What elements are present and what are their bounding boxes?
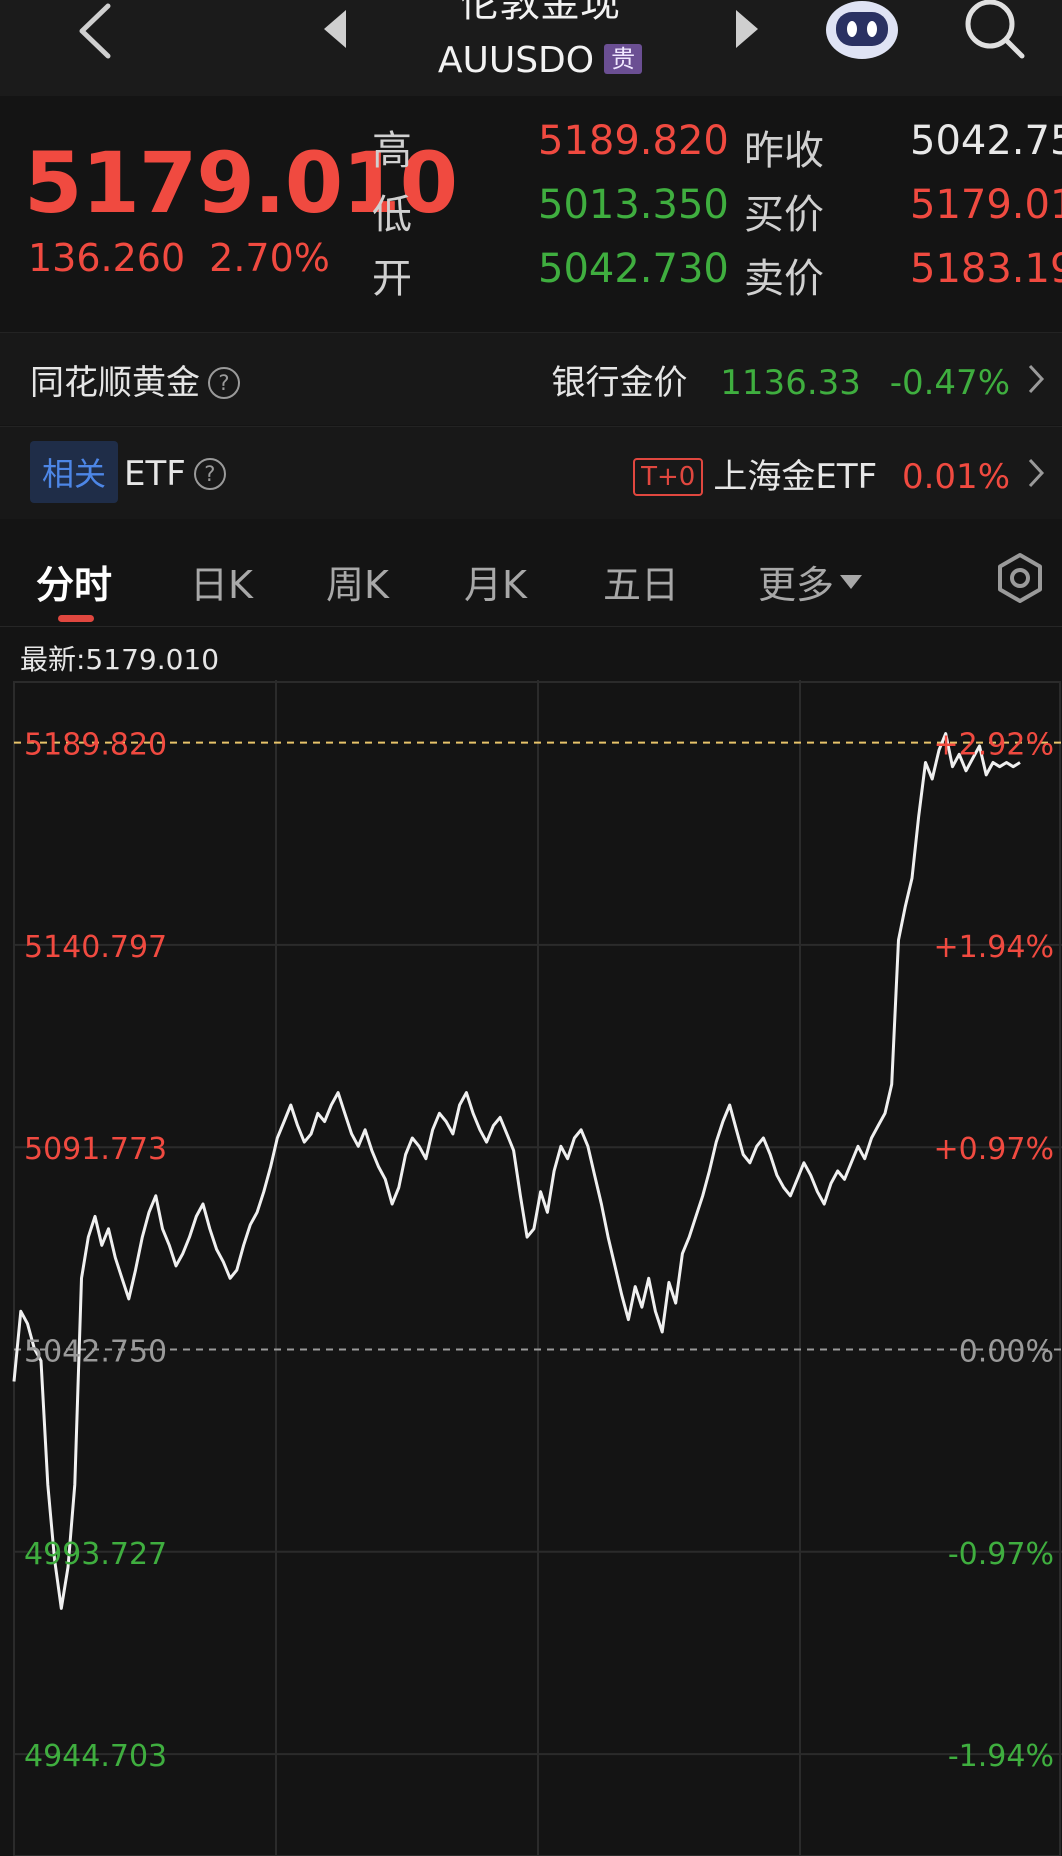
ask-value: 5183.190 xyxy=(910,246,1062,292)
tab-daily-k[interactable]: 日K xyxy=(190,563,253,607)
chart-axis-labels: 5189.820 +2.92% 5140.797 +1.94% 5091.773 +0.9… xyxy=(24,728,1054,1774)
etf-change: 0.01% xyxy=(901,457,1010,497)
ai-assistant-robot-icon[interactable] xyxy=(824,0,900,60)
etf-info-row[interactable]: 相关 ETF? T+0 上海金ETF 0.01% xyxy=(0,426,1062,519)
y-axis-price-label: 5042.750 xyxy=(24,1334,167,1369)
top-bar: 伦敦金现 AUUSDO 贵 xyxy=(0,0,1062,96)
tab-more-label: 更多 xyxy=(758,563,835,607)
active-tab-indicator xyxy=(58,615,94,622)
y-axis-percent-label: -1.94% xyxy=(948,1739,1054,1774)
tab-five-day[interactable]: 五日 xyxy=(603,563,680,607)
quote-row-open: 开 5042.730 卖价 5183.190 xyxy=(0,246,1062,310)
bank-gold-value: 1136.33 xyxy=(720,363,861,403)
y-axis-price-label: 5140.797 xyxy=(24,930,167,965)
chart-grid xyxy=(13,680,1062,1856)
bank-gold-group: 银行金价 1136.33 -0.47% xyxy=(551,355,1010,404)
last-price: 5179.010 xyxy=(24,134,458,232)
y-axis-percent-label: +1.94% xyxy=(934,930,1054,965)
previous-instrument-icon[interactable] xyxy=(320,6,350,52)
y-axis-price-label: 5189.820 xyxy=(24,728,167,763)
tab-more[interactable]: 更多 xyxy=(758,554,863,609)
low-label: 低 xyxy=(372,192,412,238)
dropdown-caret-icon xyxy=(840,575,863,589)
gold-info-row[interactable]: 同花顺黄金? 银行金价 1136.33 -0.47% xyxy=(0,332,1062,425)
prev-close-label: 昨收 xyxy=(744,128,824,174)
gold-label: 同花顺黄金 xyxy=(30,363,200,403)
chevron-right-icon xyxy=(1028,458,1045,488)
t0-tag: T+0 xyxy=(633,458,704,496)
open-label: 开 xyxy=(372,256,412,302)
y-axis-percent-label: +2.92% xyxy=(934,728,1054,763)
quote-row-low: 低 5013.350 买价 5179.010 xyxy=(0,182,1062,246)
y-axis-price-label: 5091.773 xyxy=(24,1132,167,1167)
help-icon[interactable]: ? xyxy=(208,367,240,399)
y-axis-percent-label: -0.97% xyxy=(948,1537,1054,1572)
bank-gold-label: 银行金价 xyxy=(551,363,688,403)
etf-name: 上海金ETF xyxy=(713,457,878,497)
y-axis-price-label: 4944.703 xyxy=(24,1739,167,1774)
instrument-code: AUUSDO xyxy=(437,40,595,81)
next-instrument-icon[interactable] xyxy=(732,6,762,52)
intraday-chart[interactable]: 5189.820 +2.92% 5140.797 +1.94% 5091.773 +0.9… xyxy=(0,680,1062,1856)
instrument-name: 伦敦金现 xyxy=(460,0,620,26)
open-value: 5042.730 xyxy=(538,246,729,292)
etf-label-group: 相关 ETF? xyxy=(30,441,226,503)
quote-row-high: 高 5189.820 昨收 5042.750 xyxy=(0,118,1062,182)
bid-label: 买价 xyxy=(744,192,824,238)
tab-monthly-k[interactable]: 月K xyxy=(464,563,527,607)
y-axis-percent-label: 0.00% xyxy=(959,1334,1054,1369)
prev-close-value: 5042.750 xyxy=(910,118,1062,164)
chevron-right-icon xyxy=(1028,364,1045,394)
tab-weekly-k[interactable]: 周K xyxy=(326,563,389,607)
etf-label: ETF xyxy=(124,454,186,494)
related-tag: 相关 xyxy=(30,441,119,503)
ask-label: 卖价 xyxy=(744,256,824,302)
price-change-row: 136.260 2.70% xyxy=(28,236,330,280)
chart-period-tabs: 分时 日K 周K 月K 五日 更多 xyxy=(0,530,1062,627)
high-value: 5189.820 xyxy=(538,118,729,164)
back-chevron-icon[interactable] xyxy=(70,2,122,60)
high-label: 高 xyxy=(372,128,412,174)
bid-value: 5179.010 xyxy=(910,182,1062,228)
tab-intraday[interactable]: 分时 xyxy=(36,563,113,607)
price-line xyxy=(12,732,1021,1610)
price-change-percent: 2.70% xyxy=(209,236,330,280)
low-value: 5013.350 xyxy=(538,182,729,228)
y-axis-price-label: 4993.727 xyxy=(24,1537,167,1572)
gold-label-group: 同花顺黄金? xyxy=(30,355,240,404)
y-axis-percent-label: +0.97% xyxy=(934,1132,1054,1167)
search-icon[interactable] xyxy=(962,0,1028,62)
instrument-code-row: AUUSDO 贵 xyxy=(380,40,700,81)
etf-quote-group: T+0 上海金ETF 0.01% xyxy=(633,449,1010,498)
help-icon[interactable]: ? xyxy=(193,458,226,490)
price-change: 136.260 xyxy=(28,236,186,280)
precious-metal-badge: 贵 xyxy=(604,44,643,74)
quote-panel: 5179.010 136.260 2.70% 高 5189.820 昨收 5042… xyxy=(0,96,1062,330)
settings-gear-icon[interactable] xyxy=(994,552,1046,604)
bank-gold-change: -0.47% xyxy=(889,363,1010,403)
latest-price-label: 最新:5179.010 xyxy=(20,643,220,676)
chart-reference-lines xyxy=(14,741,1062,1351)
